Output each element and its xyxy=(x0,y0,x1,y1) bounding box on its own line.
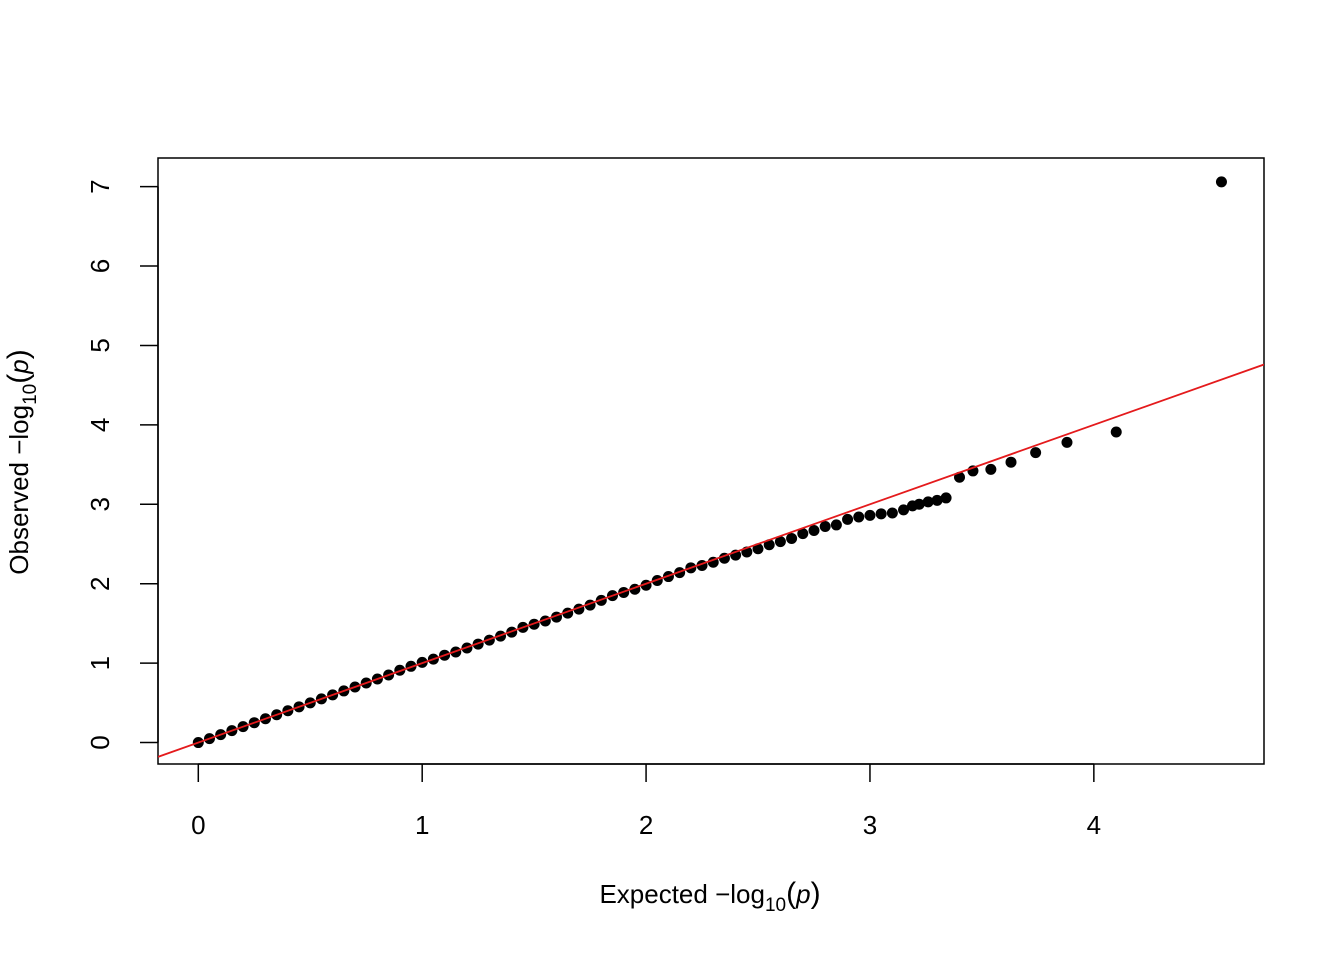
x-tick-label: 3 xyxy=(863,810,877,840)
x-tick-label: 0 xyxy=(191,810,205,840)
x-axis: 0 1 2 3 4 xyxy=(191,763,1101,840)
data-point xyxy=(853,511,865,523)
data-point xyxy=(1005,456,1017,468)
data-point xyxy=(830,519,842,531)
data-point xyxy=(940,492,952,504)
y-tick-label: 0 xyxy=(85,735,115,749)
data-point xyxy=(786,532,798,544)
reference-line xyxy=(158,363,1264,758)
data-point xyxy=(922,496,934,508)
y-tick-label: 4 xyxy=(85,418,115,432)
data-point xyxy=(1061,436,1073,448)
x-axis-label: Expected −log10(p) xyxy=(599,877,820,916)
y-tick-label: 6 xyxy=(85,259,115,273)
data-point xyxy=(1030,447,1042,459)
y-tick-label: 1 xyxy=(85,656,115,670)
y-tick-label: 3 xyxy=(85,497,115,511)
data-point xyxy=(913,498,925,510)
data-point xyxy=(808,524,820,536)
data-point xyxy=(886,507,898,519)
data-point xyxy=(898,504,910,516)
data-point xyxy=(864,509,876,521)
x-tick-label: 1 xyxy=(415,810,429,840)
y-axis-label: Observed −log10(p) xyxy=(2,349,41,574)
y-tick-label: 2 xyxy=(85,576,115,590)
data-points xyxy=(192,176,1227,749)
data-point xyxy=(819,521,831,533)
plot-frame xyxy=(157,157,1265,765)
x-tick-label: 4 xyxy=(1087,810,1101,840)
data-point xyxy=(842,513,854,525)
y-tick-label: 7 xyxy=(85,179,115,193)
y-tick-label: 5 xyxy=(85,338,115,352)
data-point xyxy=(931,494,943,506)
data-point xyxy=(1215,176,1227,188)
data-point xyxy=(774,536,786,548)
y-axis: 0 1 2 3 4 5 6 7 xyxy=(85,179,159,750)
data-point xyxy=(954,471,966,483)
data-point xyxy=(1110,426,1122,438)
x-tick-label: 2 xyxy=(639,810,653,840)
data-point xyxy=(752,543,764,555)
data-point xyxy=(763,539,775,551)
data-point xyxy=(985,463,997,475)
data-point xyxy=(875,508,887,520)
data-point xyxy=(797,528,809,540)
